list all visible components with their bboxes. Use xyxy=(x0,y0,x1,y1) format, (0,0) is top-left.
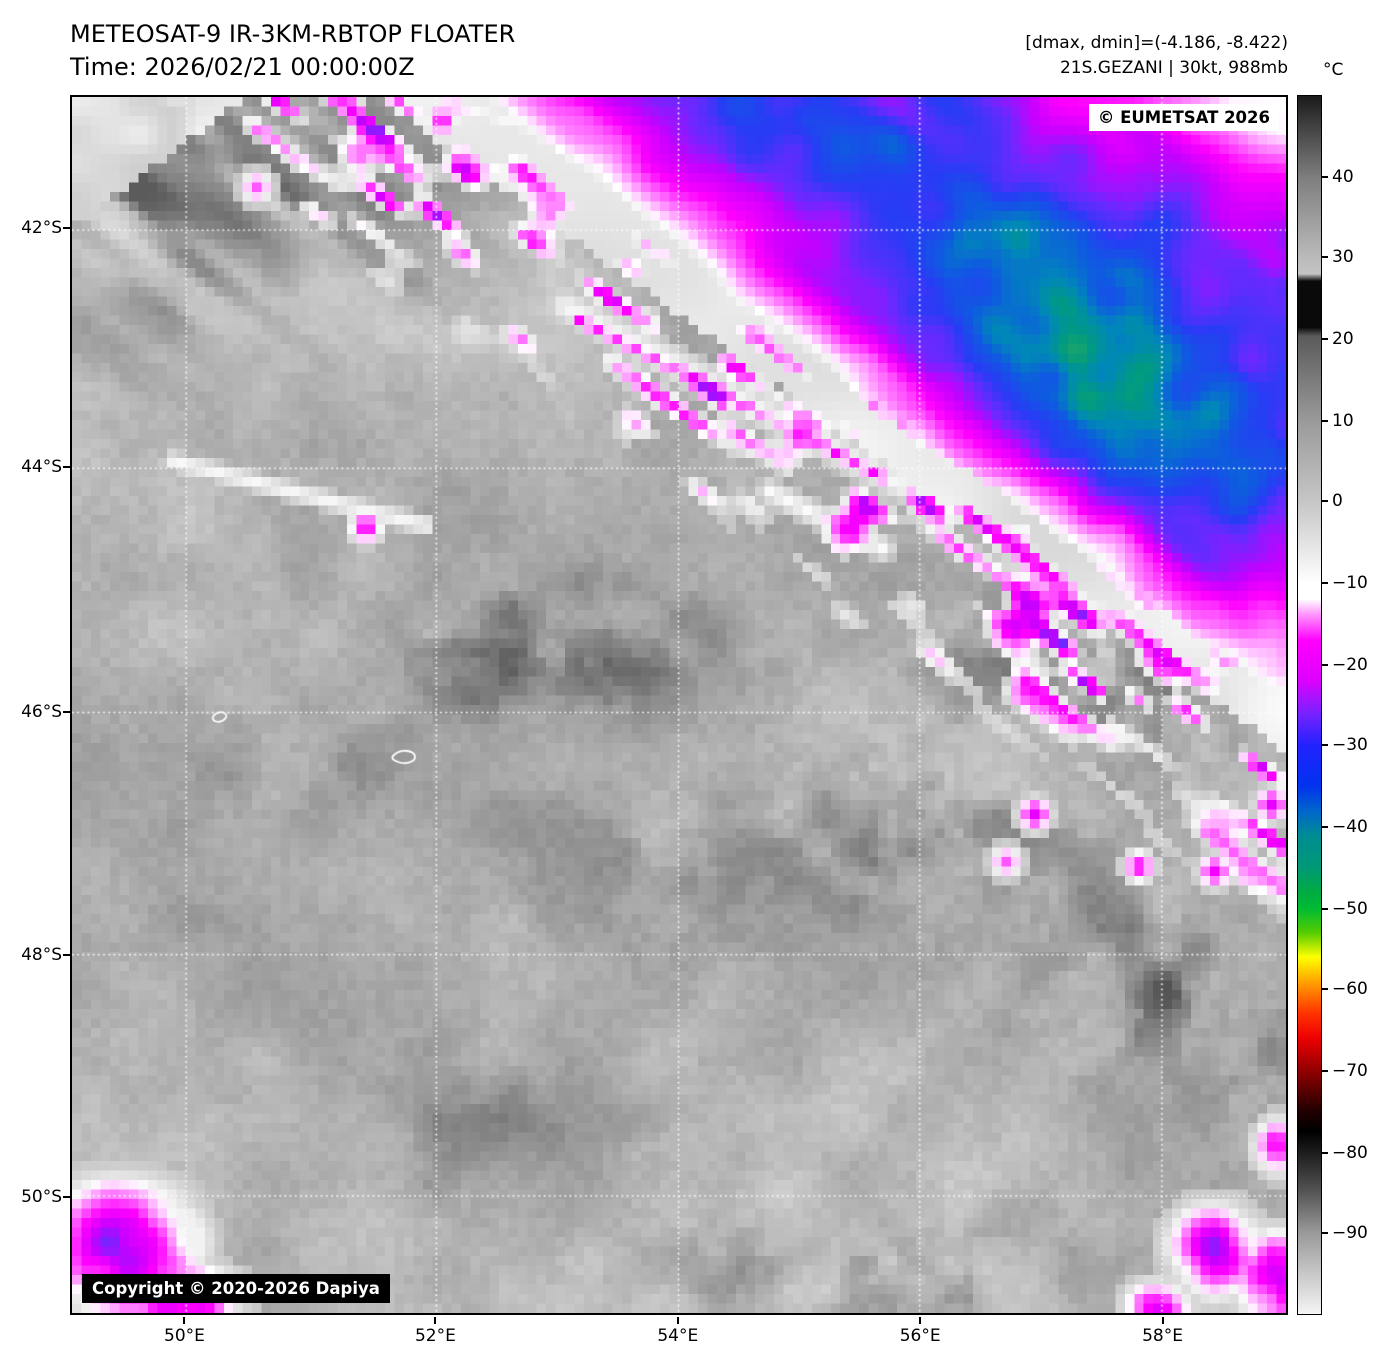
colorbar-tick-label: −80 xyxy=(1332,1142,1368,1163)
lat-tick-mark xyxy=(63,466,70,469)
colorbar-tick-mark xyxy=(1322,826,1328,828)
colorbar-tick-label: −30 xyxy=(1332,735,1368,756)
colorbar-tick-mark xyxy=(1322,1070,1328,1072)
colorbar-tick-mark xyxy=(1322,1232,1328,1235)
colorbar xyxy=(1297,95,1322,1315)
colorbar-tick-label: 40 xyxy=(1332,166,1354,187)
lon-tick-label: 58°E xyxy=(1142,1326,1183,1346)
lon-tick-mark xyxy=(676,1317,679,1324)
colorbar-tick-label: −60 xyxy=(1332,979,1368,1000)
colorbar-tick-mark xyxy=(1322,582,1328,584)
colorbar-tick-mark xyxy=(1322,419,1328,422)
lon-tick-mark xyxy=(1161,1317,1164,1324)
colorbar-unit: °C xyxy=(1323,60,1344,80)
lat-tick-mark xyxy=(63,711,70,714)
lon-tick-label: 52°E xyxy=(414,1326,456,1346)
figure-time: Time: 2026/02/21 00:00:00Z xyxy=(70,53,415,81)
lat-tick-mark xyxy=(63,954,70,957)
colorbar-tick-mark xyxy=(1322,907,1328,910)
lon-tick-mark xyxy=(434,1317,437,1324)
colorbar-tick-mark xyxy=(1322,1151,1328,1154)
lon-tick-label: 56°E xyxy=(899,1326,941,1346)
lon-tick-label: 50°E xyxy=(164,1326,205,1346)
colorbar-tick-mark xyxy=(1322,338,1328,340)
lat-tick-label: 50°S xyxy=(21,1186,62,1207)
colorbar-tick-label: −40 xyxy=(1332,817,1368,837)
lat-tick-label: 42°S xyxy=(21,217,62,238)
lon-tick-mark xyxy=(919,1317,922,1324)
colorbar-tick-label: −90 xyxy=(1332,1223,1368,1244)
lon-tick-label: 54°E xyxy=(657,1326,699,1346)
colorbar-tick-mark xyxy=(1322,744,1328,747)
lat-tick-label: 48°S xyxy=(21,945,62,966)
colorbar-tick-label: −10 xyxy=(1332,573,1368,593)
colorbar-tick-mark xyxy=(1322,256,1328,259)
colorbar-tick-label: 20 xyxy=(1332,329,1354,349)
colorbar-tick-label: 0 xyxy=(1332,491,1343,512)
colorbar-tick-mark xyxy=(1322,175,1328,178)
colorbar-tick-label: 10 xyxy=(1332,410,1354,431)
storm-info: 21S.GEZANI | 30kt, 988mb xyxy=(1059,58,1288,78)
lat-tick-label: 46°S xyxy=(21,702,62,723)
satellite-map: © EUMETSAT 2026 Copyright © 2020-2026 Da… xyxy=(70,95,1288,1315)
lat-tick-label: 44°S xyxy=(21,457,62,478)
dmax-dmin-readout: [dmax, dmin]=(-4.186, -8.422) xyxy=(1025,33,1288,53)
colorbar-tick-mark xyxy=(1322,663,1328,666)
colorbar-tick-label: 30 xyxy=(1332,247,1354,268)
colorbar-tick-label: −20 xyxy=(1332,654,1368,675)
colorbar-tick-label: −70 xyxy=(1332,1061,1368,1081)
colorbar-tick-mark xyxy=(1322,500,1328,503)
lat-tick-mark xyxy=(63,226,70,229)
eumetsat-badge: © EUMETSAT 2026 xyxy=(1088,104,1279,131)
graticule-canvas xyxy=(72,97,1286,1313)
lon-tick-mark xyxy=(183,1317,186,1324)
lat-tick-mark xyxy=(63,1195,70,1198)
copyright-badge: Copyright © 2020-2026 Dapiya xyxy=(82,1274,390,1303)
figure-title: METEOSAT-9 IR-3KM-RBTOP FLOATER xyxy=(70,20,516,48)
colorbar-tick-label: −50 xyxy=(1332,898,1368,919)
colorbar-tick-mark xyxy=(1322,988,1328,991)
